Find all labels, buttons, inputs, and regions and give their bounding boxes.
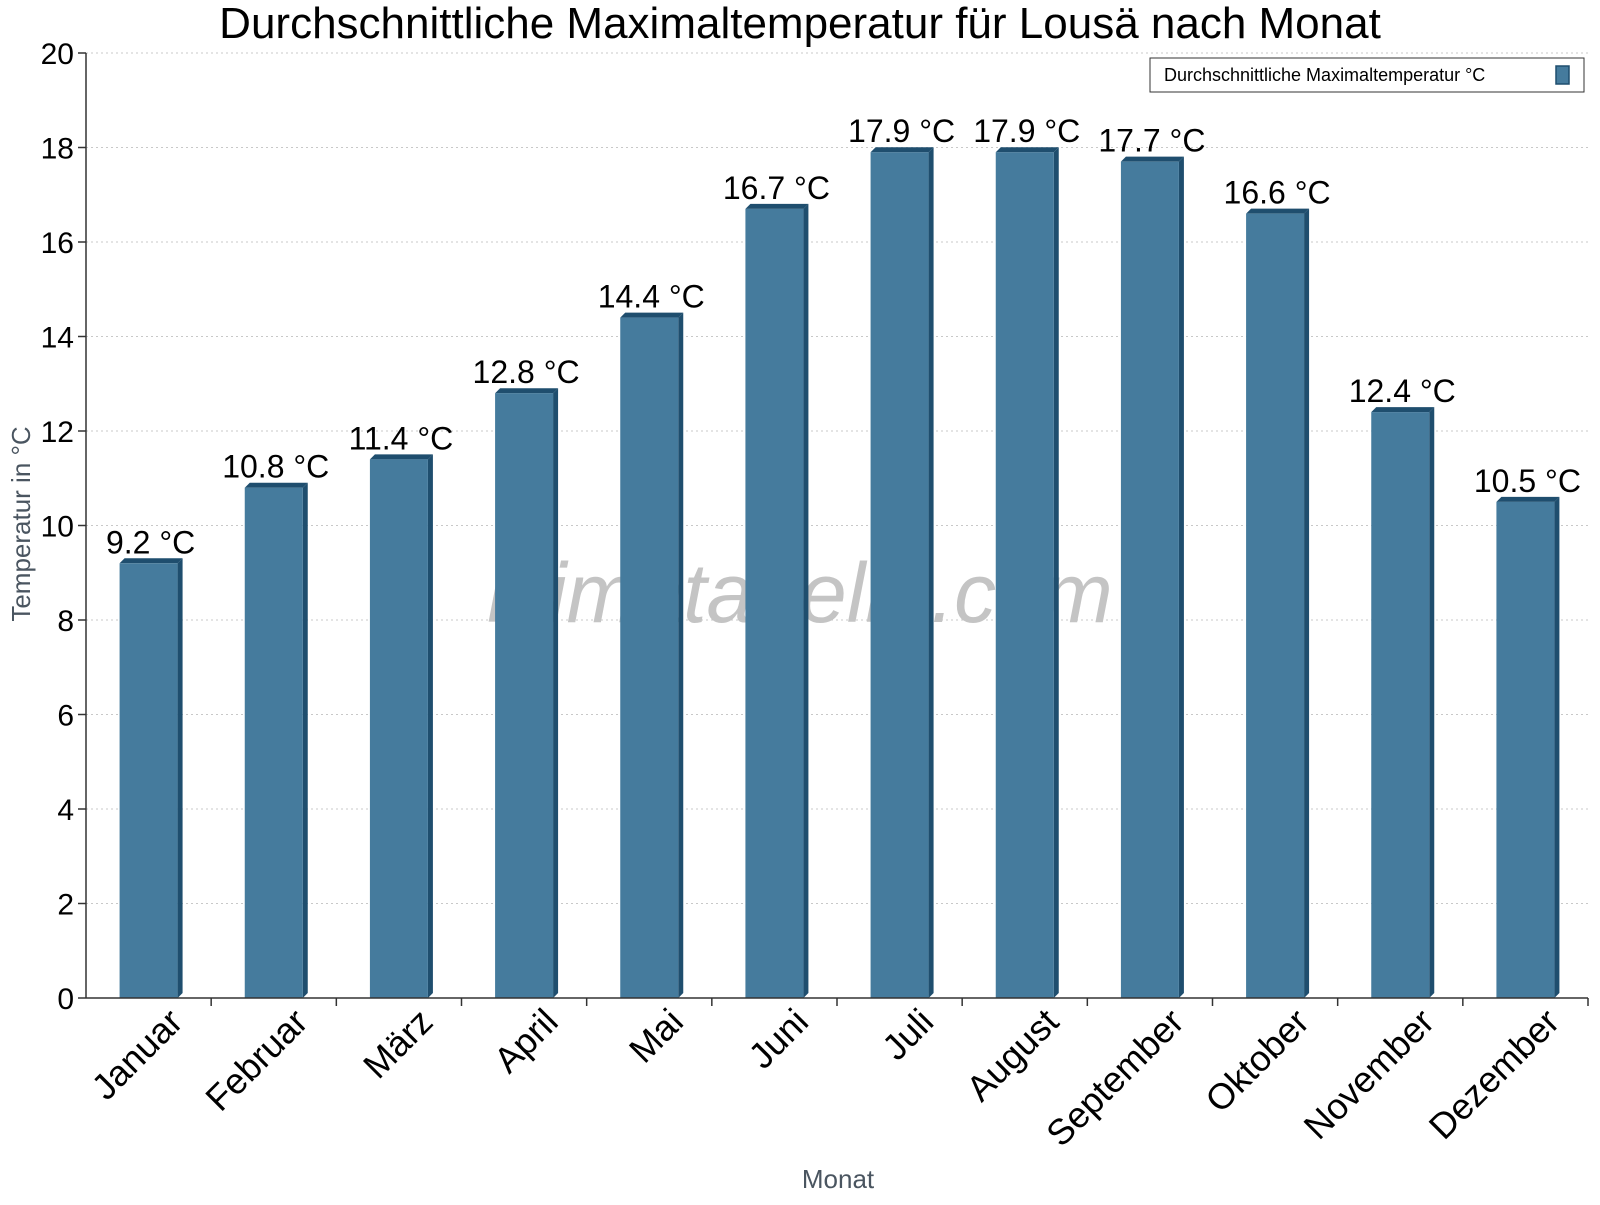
bar — [1371, 407, 1435, 999]
x-axis-title: Monat — [802, 1164, 875, 1194]
bar-side — [678, 312, 684, 999]
bar — [495, 388, 559, 998]
bar-top — [745, 203, 809, 209]
bar — [1496, 496, 1560, 998]
bar-front — [745, 208, 804, 999]
y-tick-label: 16 — [41, 227, 74, 260]
chart-title: Durchschnittliche Maximaltemperatur für … — [219, 0, 1381, 48]
bar-front — [870, 152, 929, 999]
x-tick-label: März — [355, 1001, 441, 1087]
legend-box — [1149, 57, 1585, 93]
y-tick-label: 18 — [41, 133, 74, 166]
bar — [1120, 156, 1184, 999]
x-tick-label: April — [486, 1001, 566, 1081]
x-tick-label: Juli — [874, 1001, 941, 1068]
data-label: 10.8 °C — [222, 449, 329, 485]
x-tick-label: Januar — [83, 1001, 190, 1108]
bar-side — [803, 203, 809, 999]
x-tick-label: November — [1295, 1001, 1441, 1147]
y-tick-label: 2 — [57, 889, 74, 922]
y-tick-label: 4 — [57, 794, 74, 827]
data-label: 9.2 °C — [106, 524, 195, 560]
x-tick-label: August — [958, 1001, 1066, 1109]
bar-side — [553, 388, 559, 998]
x-tick-label: Dezember — [1421, 1001, 1567, 1147]
y-tick-label: 8 — [57, 605, 74, 638]
bars — [119, 147, 1560, 999]
y-tick-label: 14 — [41, 322, 74, 355]
value-labels: 9.2 °C 10.8 °C 11.4 °C 12.8 °C 14.4 °C 16.7 °… — [106, 113, 1581, 560]
bar — [620, 312, 684, 999]
grid-lines — [86, 52, 1588, 904]
x-tick-label: Februar — [197, 1001, 315, 1119]
data-label: 17.7 °C — [1098, 123, 1205, 159]
data-label: 16.6 °C — [1224, 175, 1331, 211]
legend: Durchschnittliche Maximaltemperatur °C — [1149, 57, 1585, 93]
y-tick-label: 10 — [41, 511, 74, 544]
bar-side — [1429, 407, 1435, 999]
bar-front — [495, 393, 554, 998]
y-tick-label: 20 — [41, 38, 74, 71]
y-tick-label: 12 — [41, 416, 74, 449]
bar-top — [244, 482, 308, 488]
bar-front — [1246, 213, 1305, 998]
bar-side — [302, 482, 308, 998]
legend-label: Durchschnittliche Maximaltemperatur °C — [1164, 65, 1485, 85]
data-label: 11.4 °C — [349, 420, 454, 456]
bar-top — [620, 312, 684, 318]
bar-top — [1120, 156, 1184, 162]
bar-side — [1304, 208, 1310, 998]
bar-side — [427, 454, 433, 999]
x-tick-label: September — [1038, 1001, 1192, 1155]
legend-swatch — [1555, 65, 1570, 85]
data-label: 10.5 °C — [1474, 463, 1581, 499]
bar-front — [1371, 412, 1430, 999]
bar-top — [1371, 407, 1435, 413]
data-label: 14.4 °C — [598, 279, 705, 315]
bar-top — [870, 147, 934, 153]
x-tick-label: Oktober — [1197, 1001, 1317, 1121]
bar — [119, 558, 183, 998]
bar-front — [995, 152, 1054, 999]
data-label: 12.8 °C — [473, 354, 580, 390]
x-tick-label: Mai — [621, 1001, 691, 1071]
x-tick-label: Juni — [740, 1001, 816, 1077]
bar — [995, 147, 1059, 999]
bar-top — [1496, 496, 1560, 502]
bar-top — [369, 454, 433, 460]
data-label: 17.9 °C — [973, 113, 1080, 149]
bar-front — [1496, 501, 1555, 998]
x-axis-ticks: Januar Februar März April Mai Juni Juli AugustS… — [83, 998, 1589, 1155]
bar — [1246, 208, 1310, 998]
bar-side — [1178, 156, 1184, 999]
y-axis-ticks: 0 2 4 6 8 10 12 14 16 18 20 — [41, 38, 86, 1016]
data-label: 17.9 °C — [848, 113, 955, 149]
bar — [745, 203, 809, 999]
bar-front — [620, 317, 679, 999]
bar-top — [119, 558, 183, 564]
bar-side — [1554, 496, 1560, 998]
bar — [870, 147, 934, 999]
bar-top — [1246, 208, 1310, 214]
bar-side — [177, 558, 183, 998]
bar-top — [995, 147, 1059, 153]
y-tick-label: 0 — [57, 983, 74, 1016]
bar — [244, 482, 308, 998]
bar-front — [119, 563, 178, 998]
data-label: 12.4 °C — [1349, 373, 1456, 409]
bar-side — [928, 147, 934, 999]
bar-top — [495, 388, 559, 394]
data-label: 16.7 °C — [723, 170, 830, 206]
bar-front — [1120, 161, 1179, 999]
bar-front — [369, 459, 428, 999]
bar — [369, 454, 433, 999]
y-tick-label: 6 — [57, 700, 74, 733]
y-axis-title: Temperatur in °C — [6, 426, 36, 621]
bar-side — [1053, 147, 1059, 999]
bar-front — [244, 487, 303, 998]
